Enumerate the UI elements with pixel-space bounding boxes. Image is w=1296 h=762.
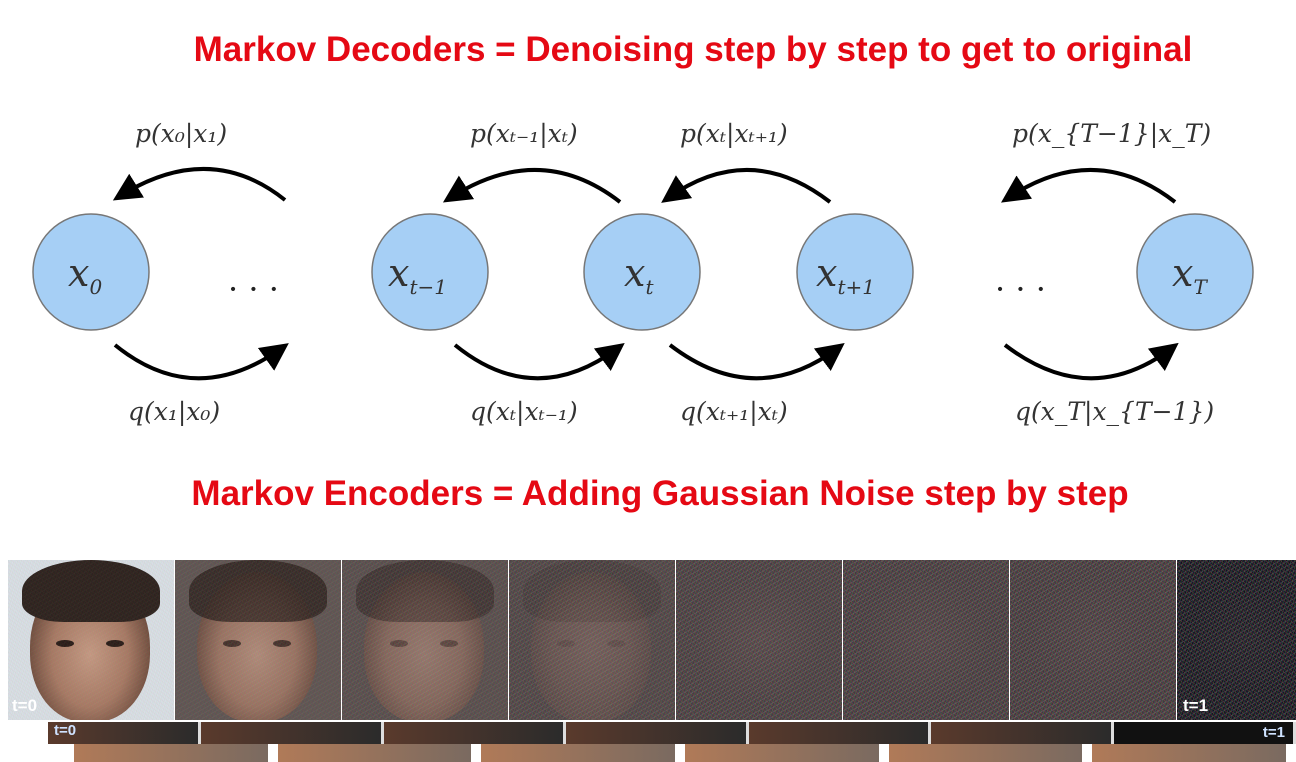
second-strip-end-label: t=1 [1262,724,1285,741]
node-xt-minus-1-label: xt−1 [388,251,447,299]
forward-arrow-1 [113,343,289,381]
noise-blob [1190,576,1294,704]
forward-label-4: q(x_T|x_{T−1}) [1015,397,1214,427]
forward-label-2: q(xₜ|xₜ₋₁) [470,397,578,427]
reverse-label-4: p(x_{T−1}|x_T) [1012,119,1211,149]
forward-label-1: q(x₁|x₀) [128,397,220,427]
reverse-arrow-2 [442,168,622,204]
second-image-strip: t=0 t=1 [48,722,1296,744]
third-image-strip [74,744,1296,762]
third-strip-cell [481,744,676,762]
noise-overlay [8,560,174,720]
noise-blob [692,576,826,704]
face-hair [523,560,661,622]
face-hair [189,560,327,622]
face-eye [440,640,458,647]
noising-image-strip: t=0 t=1 [8,560,1296,720]
face-eye [56,640,74,647]
forward-label-3: q(xₜ₊₁|xₜ) [680,397,788,427]
forward-arrow-4 [1003,342,1179,381]
noise-step-tile [175,560,341,720]
noise-step-tile [342,560,508,720]
face-hair [356,560,494,622]
ellipsis-right: · · · [995,270,1046,308]
noise-overlay [676,560,842,720]
node-xt-plus-1-label: xt+1 [816,251,875,299]
noise-step-tile: t=0 [8,560,174,720]
noise-blob [525,576,659,704]
second-strip-cell [566,722,749,744]
strip-end-label: t=1 [1183,696,1209,715]
face-eye [557,640,575,647]
reverse-arrow-1 [112,167,287,202]
reverse-label-1: p(x₀|x₁) [135,119,227,149]
noise-step-tile [1010,560,1176,720]
noise-overlay [509,560,675,720]
node-xT [1136,213,1254,331]
noise-blob [358,576,492,704]
reverse-arrow-3 [661,168,832,204]
node-xt-plus-1 [796,213,914,331]
markov-chain-diagram: x0 xt−1 xt xt+1 xT · · · · · · p(x₀|x₁) … [32,119,1254,427]
face-eye [223,640,241,647]
reverse-arrow-4 [1001,168,1177,204]
ellipsis-left: · · · [228,270,279,308]
second-strip-cell [748,722,931,744]
second-strip-cell [201,722,384,744]
face-hair [22,560,160,622]
noise-step-tile: t=1 [1177,560,1296,720]
third-strip-cell [1092,744,1287,762]
face-eye [607,640,625,647]
second-strip-cell [931,722,1114,744]
second-strip-cell [383,722,566,744]
node-x0 [32,213,150,331]
noise-overlay [1177,560,1296,720]
third-strip-cell [685,744,879,762]
forward-arrow-2 [453,342,625,381]
third-strip-cell [888,744,1083,762]
noise-blob [1026,576,1160,704]
strip-start-label: t=0 [12,696,38,715]
noise-blob [24,576,158,704]
decoders-title: Markov Decoders = Denoising step by step… [193,30,1193,69]
encoders-title: Markov Encoders = Adding Gaussian Noise … [191,474,1129,513]
noise-overlay [175,560,341,720]
face-eye [390,640,408,647]
face-eye [273,640,291,647]
reverse-label-2: p(xₜ₋₁|xₜ) [470,119,578,149]
second-strip-cell: t=0 [48,722,201,744]
second-strip-cell: t=1 [1113,722,1296,744]
node-xt-label: xt [624,251,654,299]
face-eye [106,640,124,647]
node-x0-label: x0 [68,251,102,299]
noise-blob [859,576,993,704]
noise-step-tile [676,560,842,720]
reverse-label-3: p(xₜ|xₜ₊₁) [680,119,788,149]
second-strip-start-label: t=0 [54,722,77,739]
noise-overlay [843,560,1009,720]
node-xt [583,213,701,331]
third-strip-cell [277,744,472,762]
noise-blob [191,576,325,704]
forward-arrow-3 [668,342,845,381]
node-xt-minus-1 [371,213,489,331]
noise-step-tile [843,560,1009,720]
node-xT-label: xT [1172,251,1208,299]
face [531,572,651,720]
third-strip-cell [74,744,268,762]
noise-overlay [1010,560,1176,720]
noise-step-tile [509,560,675,720]
noise-overlay [342,560,508,720]
